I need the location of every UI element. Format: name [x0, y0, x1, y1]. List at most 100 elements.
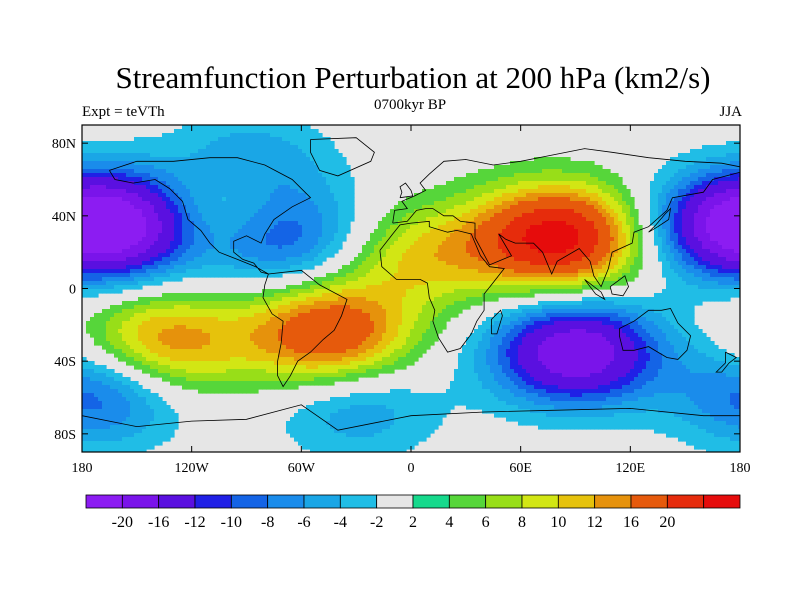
field-cell [590, 257, 595, 262]
field-cell [418, 249, 423, 254]
field-cell [590, 273, 595, 278]
field-cell [278, 193, 283, 198]
field-cell [306, 161, 311, 166]
field-cell [266, 193, 271, 198]
field-cell [194, 237, 199, 242]
field-cell [494, 221, 499, 226]
field-cell [278, 129, 283, 134]
field-cell [722, 253, 727, 258]
field-cell [738, 265, 740, 270]
field-cell [86, 273, 91, 278]
field-cell [186, 177, 191, 182]
field-cell [138, 193, 143, 198]
field-cell [282, 209, 287, 214]
field-cell [654, 237, 659, 242]
field-cell [190, 169, 195, 174]
field-cell [498, 281, 503, 286]
field-cell [662, 193, 667, 198]
field-cell [610, 201, 615, 206]
field-cell [150, 249, 155, 254]
field-cell [134, 181, 139, 186]
field-cell [190, 129, 195, 134]
field-cell [574, 185, 579, 190]
field-cell [142, 237, 147, 242]
field-cell [622, 237, 627, 242]
field-cell [446, 249, 451, 254]
field-cell [270, 197, 275, 202]
field-cell [662, 269, 667, 274]
field-cell [258, 169, 263, 174]
field-cell [286, 173, 291, 178]
field-cell [150, 209, 155, 214]
field-cell [514, 221, 519, 226]
field-cell [570, 197, 575, 202]
field-cell [258, 177, 263, 182]
field-cell [598, 261, 603, 266]
field-cell [542, 169, 547, 174]
field-cell [86, 281, 91, 286]
field-cell [486, 229, 491, 234]
field-cell [266, 241, 271, 246]
field-cell [606, 197, 611, 202]
field-cell [550, 201, 555, 206]
field-cell [194, 125, 199, 130]
field-cell [90, 181, 95, 186]
field-cell [274, 229, 279, 234]
field-cell [190, 225, 195, 230]
field-cell [406, 245, 411, 250]
field-cell [214, 201, 219, 206]
field-cell [470, 261, 475, 266]
field-cell [146, 177, 151, 182]
field-cell [110, 181, 115, 186]
field-cell [718, 213, 723, 218]
field-cell [414, 245, 419, 250]
field-cell [286, 181, 291, 186]
field-cell [738, 225, 740, 230]
experiment-label: Expt = teVTh [82, 104, 165, 120]
field-cell [174, 173, 179, 178]
field-cell [662, 265, 667, 270]
field-cell [330, 209, 335, 214]
field-cell [322, 181, 327, 186]
field-cell [430, 229, 435, 234]
field-cell [106, 165, 111, 170]
field-cell [178, 177, 183, 182]
field-cell [246, 265, 251, 270]
field-cell [554, 249, 559, 254]
field-cell [282, 153, 287, 158]
field-cell [154, 153, 159, 158]
field-cell [566, 265, 571, 270]
field-cell [726, 241, 731, 246]
field-cell [102, 181, 107, 186]
field-cell [730, 165, 735, 170]
field-cell [502, 225, 507, 230]
field-cell [602, 241, 607, 246]
field-cell [142, 213, 147, 218]
field-cell [322, 193, 327, 198]
field-cell [698, 213, 703, 218]
field-cell [702, 197, 707, 202]
field-cell [626, 193, 631, 198]
field-cell [238, 161, 243, 166]
field-cell [326, 141, 331, 146]
field-cell [654, 209, 659, 214]
field-cell [226, 125, 231, 130]
field-cell [170, 209, 175, 214]
field-cell [610, 265, 615, 270]
field-cell [606, 277, 611, 282]
field-cell [182, 145, 187, 150]
field-cell [478, 277, 483, 282]
field-cell [206, 233, 211, 238]
field-cell [690, 169, 695, 174]
field-cell [466, 281, 471, 286]
field-cell [394, 209, 399, 214]
field-cell [318, 221, 323, 226]
field-cell [210, 165, 215, 170]
field-cell [154, 217, 159, 222]
field-cell [254, 157, 259, 162]
field-cell [582, 185, 587, 190]
field-cell [714, 185, 719, 190]
field-cell [294, 245, 299, 250]
field-cell [90, 249, 95, 254]
field-cell [558, 201, 563, 206]
